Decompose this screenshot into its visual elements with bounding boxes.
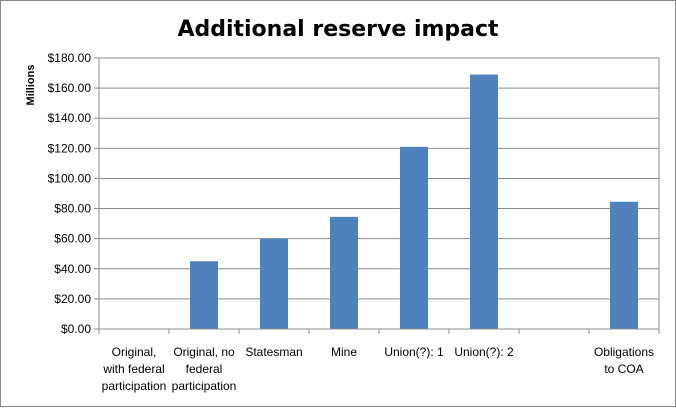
y-tick-label: $180.00 xyxy=(48,51,92,65)
x-tick-label: Statesman xyxy=(245,345,302,359)
y-tick-label: $120.00 xyxy=(48,141,92,155)
y-tick-labels: $0.00 $20.00 $40.00 $60.00 $80.00 $100.00 $120… xyxy=(48,51,92,336)
y-tick-label: $100.00 xyxy=(48,171,92,185)
y-tick-label: $160.00 xyxy=(48,81,92,95)
bar xyxy=(610,201,638,329)
gridlines xyxy=(99,57,659,300)
bars xyxy=(190,74,638,329)
bar xyxy=(470,74,498,329)
axes xyxy=(94,57,660,334)
bar xyxy=(330,216,358,329)
y-tick-label: $20.00 xyxy=(54,292,91,306)
chart-title: Additional reserve impact xyxy=(177,17,499,42)
bar xyxy=(190,261,218,329)
bar xyxy=(260,238,288,329)
x-tick-label: Original, no federal participation xyxy=(172,345,237,393)
y-tick-label: $40.00 xyxy=(54,262,91,276)
y-axis-label: Millions xyxy=(25,65,37,106)
y-tick-label: $0.00 xyxy=(61,322,91,336)
x-tick-label: Original, with federal participation xyxy=(102,345,167,393)
x-tick-label: Mine xyxy=(331,345,357,359)
x-tick-label: Union(?): 1 xyxy=(384,345,444,359)
y-tick-label: $140.00 xyxy=(48,111,92,125)
y-tick-label: $80.00 xyxy=(54,202,91,216)
y-tick-label: $60.00 xyxy=(54,232,91,246)
plot-area-border xyxy=(98,57,660,330)
x-tick-label: Obligations to COA xyxy=(594,345,654,376)
x-tick-labels: Original, with federal participationOrigin… xyxy=(102,345,654,393)
bar xyxy=(400,146,428,329)
x-tick-label: Union(?): 2 xyxy=(454,345,514,359)
